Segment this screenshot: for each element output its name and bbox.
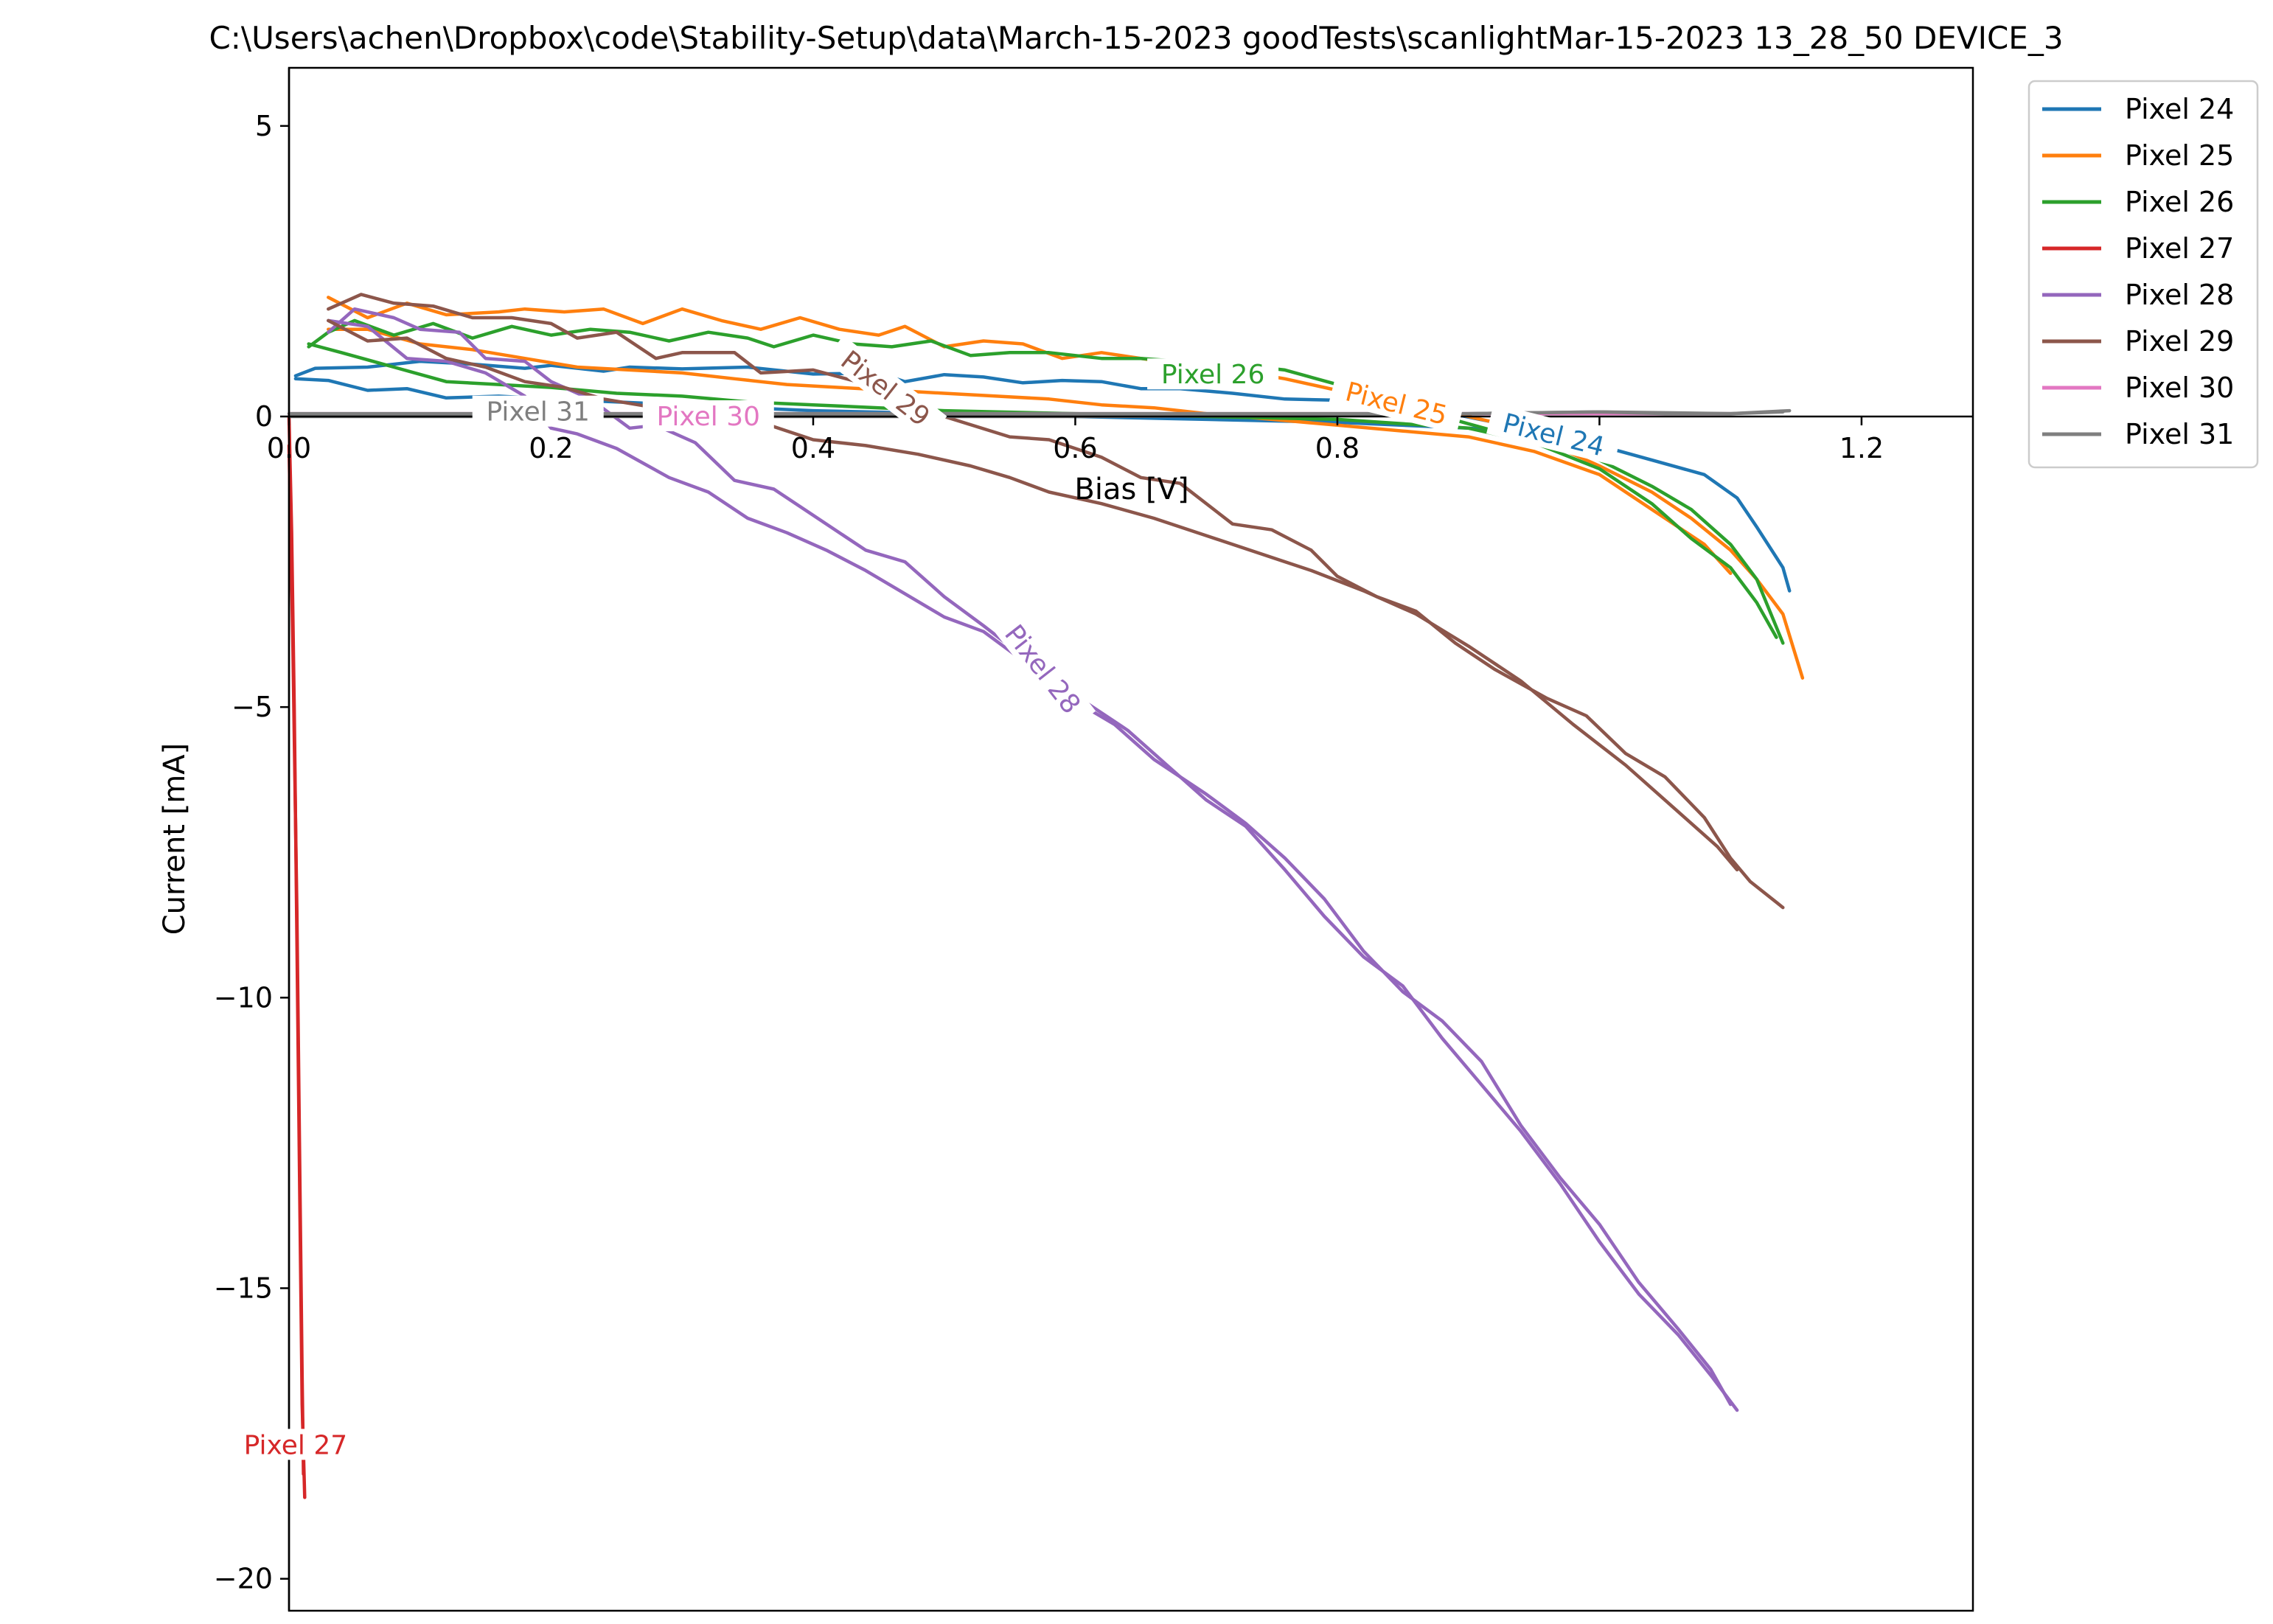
legend-item: Pixel 30 xyxy=(2042,372,2234,404)
series-line-reverse xyxy=(327,307,1733,1407)
series-line-forward xyxy=(327,293,1785,910)
inline-label-pixel-28: Pixel 28 xyxy=(990,607,1096,731)
series-line-forward xyxy=(327,296,1805,680)
legend-label: Pixel 30 xyxy=(2125,372,2234,404)
axes-layer: 0.00.20.40.60.81.2050−5−10−15−20 xyxy=(214,68,1973,1611)
x-tick-label: 0.0 xyxy=(267,432,311,464)
inline-label-text: Pixel 27 xyxy=(244,1430,348,1460)
y-tick-label: −15 xyxy=(214,1272,273,1304)
legend-label: Pixel 26 xyxy=(2125,186,2234,218)
legend-box xyxy=(2027,80,2259,469)
inline-label-bg xyxy=(990,607,1096,731)
inline-label-text: Pixel 30 xyxy=(657,402,761,432)
chart-title: C:\Users\achen\Dropbox\code\Stability-Se… xyxy=(209,20,2063,56)
y-axis-title: Current [mA] xyxy=(158,743,192,935)
legend-label: Pixel 29 xyxy=(2125,325,2234,358)
legend: Pixel 24 Pixel 25 Pixel 26 Pixel 27 Pixel 28… xyxy=(2027,80,2259,469)
legend-item: Pixel 27 xyxy=(2042,232,2234,265)
series-pixel-25 xyxy=(327,296,1805,680)
legend-label: Pixel 31 xyxy=(2125,418,2234,450)
y-tick-label: −20 xyxy=(214,1563,273,1595)
series-pixel-28 xyxy=(327,307,1739,1412)
legend-item: Pixel 24 xyxy=(2042,93,2234,125)
series-line-forward xyxy=(327,318,1739,1412)
inline-label-bg xyxy=(229,1429,361,1460)
series-pixel-27 xyxy=(287,414,307,1499)
legend-item: Pixel 31 xyxy=(2042,418,2234,450)
inline-label-bg xyxy=(824,335,947,441)
plot-frame xyxy=(288,66,1974,1612)
legend-item: Pixel 28 xyxy=(2042,279,2234,311)
series-line-reverse xyxy=(287,444,305,1476)
inline-label-pixel-30: Pixel 30 xyxy=(642,400,774,432)
series-line-reverse xyxy=(327,327,1733,576)
inline-label-text: Pixel 26 xyxy=(1161,360,1265,390)
inline-label-bg xyxy=(1486,403,1621,466)
series-layer xyxy=(287,293,1805,1499)
legend-label: Pixel 28 xyxy=(2125,279,2234,311)
series-line-reverse xyxy=(327,318,1739,872)
inline-label-bg xyxy=(1329,372,1464,434)
inline-label-bg xyxy=(472,395,604,427)
y-tick-label: 0 xyxy=(255,400,273,433)
x-tick-label: 0.4 xyxy=(791,432,835,464)
x-tick-label: 0.2 xyxy=(529,432,573,464)
y-tick-label: −10 xyxy=(214,981,273,1014)
plot-area xyxy=(288,66,1974,1612)
legend-item: Pixel 29 xyxy=(2042,325,2234,358)
inline-label-pixel-27: Pixel 27 xyxy=(229,1429,361,1460)
inline-label-pixel-26: Pixel 26 xyxy=(1147,358,1279,390)
x-tick-label: 0.6 xyxy=(1053,432,1097,464)
legend-item: Pixel 26 xyxy=(2042,186,2234,218)
series-line-reverse xyxy=(307,342,1778,639)
x-tick-label: 0.8 xyxy=(1315,432,1360,464)
legend-item: Pixel 25 xyxy=(2042,139,2234,172)
legend-label: Pixel 25 xyxy=(2125,139,2234,172)
inline-label-text: Pixel 31 xyxy=(486,397,590,428)
legend-label: Pixel 27 xyxy=(2125,232,2234,265)
y-tick-label: −5 xyxy=(232,691,273,723)
series-pixel-29 xyxy=(327,293,1785,910)
x-axis-title: Bias [V] xyxy=(1074,473,1188,506)
inline-label-pixel-31: Pixel 31 xyxy=(472,395,604,428)
x-tick-label: 1.2 xyxy=(1839,432,1884,464)
inline-label-bg xyxy=(1147,358,1279,390)
y-tick-label: 5 xyxy=(255,110,273,142)
inline-label-bg xyxy=(642,400,774,431)
legend-label: Pixel 24 xyxy=(2125,93,2234,125)
inline-label-text: Pixel 28 xyxy=(998,619,1086,719)
